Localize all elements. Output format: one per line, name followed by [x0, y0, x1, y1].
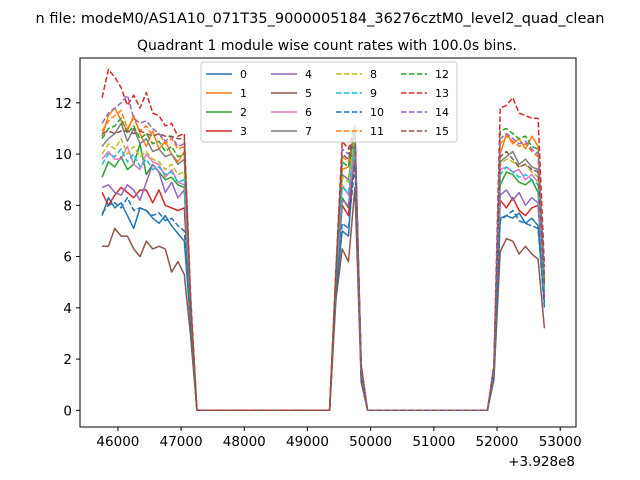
legend-label-9: 9 [370, 87, 377, 100]
legend-label-3: 3 [240, 125, 247, 138]
y-tick-label: 4 [63, 301, 72, 317]
x-tick-label: 53000 [539, 434, 582, 450]
series-line-10 [101, 163, 546, 412]
y-tick-label: 12 [55, 96, 72, 112]
legend-label-8: 8 [370, 68, 377, 81]
series-line-11 [101, 109, 546, 412]
legend-label-12: 12 [435, 68, 449, 81]
series-line-7 [101, 122, 546, 412]
y-axis: 0 2 4 6 8 10 12 [55, 96, 80, 419]
series-line-0 [101, 140, 546, 412]
y-tick-label: 6 [63, 250, 72, 266]
y-tick-label: 8 [63, 198, 72, 214]
series-layer [101, 68, 546, 412]
legend-label-14: 14 [435, 106, 449, 119]
series-line-3 [101, 150, 546, 412]
legend-label-10: 10 [370, 106, 384, 119]
series-line-2 [101, 137, 546, 412]
series-line-4 [101, 145, 546, 412]
legend-label-11: 11 [370, 125, 384, 138]
series-line-13 [101, 68, 546, 412]
y-tick-label: 10 [55, 147, 72, 163]
series-line-15 [101, 130, 546, 412]
figure-suptitle: n file: modeM0/AS1A10_071T35_9000005184_… [36, 11, 605, 27]
x-tick-label: 48000 [223, 434, 266, 450]
y-tick-label: 0 [63, 403, 72, 419]
legend-label-2: 2 [240, 106, 247, 119]
x-tick-label: 50000 [349, 434, 392, 450]
series-line-9 [101, 143, 546, 412]
x-offset-label: +3.928e8 [508, 454, 575, 470]
series-line-12 [101, 117, 546, 412]
y-tick-label: 2 [63, 352, 72, 368]
chart-title: Quadrant 1 module wise count rates with … [137, 38, 517, 54]
x-tick-label: 46000 [96, 434, 139, 450]
x-tick-label: 49000 [286, 434, 329, 450]
x-tick-label: 51000 [412, 434, 455, 450]
series-line-8 [101, 135, 546, 412]
legend-label-7: 7 [305, 125, 312, 138]
x-axis: 46000 47000 48000 49000 50000 51000 52000 53000 [96, 427, 582, 450]
legend-label-6: 6 [305, 106, 312, 119]
legend-label-1: 1 [240, 87, 247, 100]
legend-label-0: 0 [240, 68, 247, 81]
legend-label-4: 4 [305, 68, 312, 81]
legend-label-5: 5 [305, 87, 312, 100]
plot-frame [79, 57, 577, 428]
x-tick-label: 47000 [160, 434, 203, 450]
legend-label-15: 15 [435, 125, 449, 138]
legend-label-13: 13 [435, 87, 449, 100]
x-tick-label: 52000 [476, 434, 519, 450]
legend-frame [200, 61, 458, 143]
